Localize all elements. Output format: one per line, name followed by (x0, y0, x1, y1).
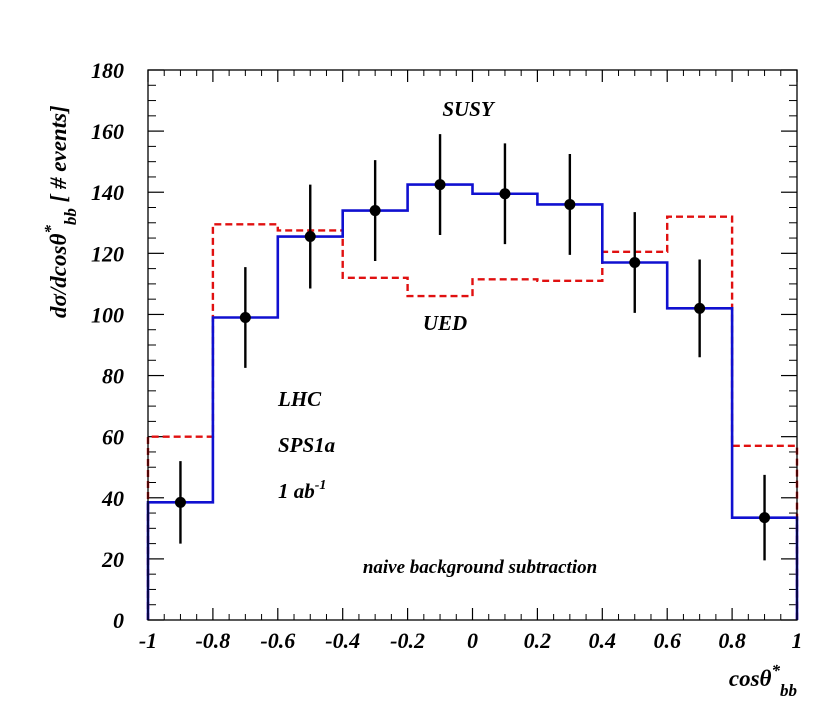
x-axis-label-sup: * (772, 661, 781, 680)
x-tick-label: 0.2 (524, 628, 552, 653)
y-tick-label: 100 (91, 302, 124, 327)
annotation-note: naive background subtraction (363, 557, 597, 578)
annotation-lumi: 1 ab-1 (278, 478, 326, 503)
data-point (499, 188, 511, 200)
x-tick-label: -0.4 (325, 628, 360, 653)
plot-frame (147, 69, 798, 621)
data-point (239, 312, 251, 323)
x-tick-label: -0.8 (195, 628, 230, 653)
x-axis-label-main: cosθ (729, 666, 772, 691)
lumi-text: 1 ab (278, 479, 315, 503)
data-point (759, 512, 771, 524)
y-tick-label: 40 (101, 486, 124, 511)
data-point (174, 496, 186, 508)
y-axis-label: dσ/dcosθ*bb [ # events] (41, 105, 80, 318)
y-tick-label: 0 (113, 608, 124, 633)
annotation-lhc: LHC (277, 387, 322, 411)
data-point (369, 205, 381, 217)
x-axis-label-sub: bb (780, 681, 797, 700)
data-point (694, 302, 706, 314)
y-tick-label: 180 (91, 58, 124, 83)
x-tick-label: 0.6 (653, 628, 681, 653)
annotation-ued: UED (423, 311, 467, 335)
y-tick-label: 120 (91, 241, 124, 266)
annotation-susy: SUSY (442, 97, 496, 121)
y-tick-labels: 0 20 40 60 80 100 120 140 160 180 (91, 58, 124, 633)
susy-histogram (146, 183, 799, 620)
y-axis-label-suffix: [ # events] (46, 105, 71, 208)
y-tick-label: 80 (102, 364, 124, 389)
x-tick-label: -0.2 (390, 628, 425, 653)
data-point (564, 198, 576, 210)
y-tick-label: 160 (91, 119, 124, 144)
y-tick-label: 20 (101, 547, 124, 572)
x-tick-label: 0.8 (718, 628, 746, 653)
data-points (174, 134, 771, 561)
annotation-sps: SPS1a (278, 433, 335, 457)
x-tick-label: 0 (467, 628, 478, 653)
data-point (434, 179, 446, 191)
ued-histogram (146, 215, 799, 620)
y-axis-label-sup: * (41, 225, 60, 234)
y-axis-label-sub: bb (61, 208, 80, 225)
lumi-sup: -1 (315, 478, 327, 493)
x-tick-label: 1 (792, 628, 803, 653)
data-point (629, 257, 641, 268)
susy-line (146, 183, 799, 620)
x-tick-labels: -1 -0.8 -0.6 -0.4 -0.2 0 0.2 0.4 0.6 0.8 1 (139, 628, 803, 653)
ued-line (146, 215, 799, 620)
x-tick-label: -1 (139, 628, 157, 653)
x-tick-label: -0.6 (260, 628, 295, 653)
data-point (304, 231, 316, 243)
y-tick-label: 140 (91, 180, 124, 205)
y-axis-label-main: dσ/dcosθ (46, 234, 71, 318)
x-axis-label: cosθ*bb (729, 661, 797, 700)
y-tick-label: 60 (102, 425, 124, 450)
x-tick-label: 0.4 (589, 628, 617, 653)
